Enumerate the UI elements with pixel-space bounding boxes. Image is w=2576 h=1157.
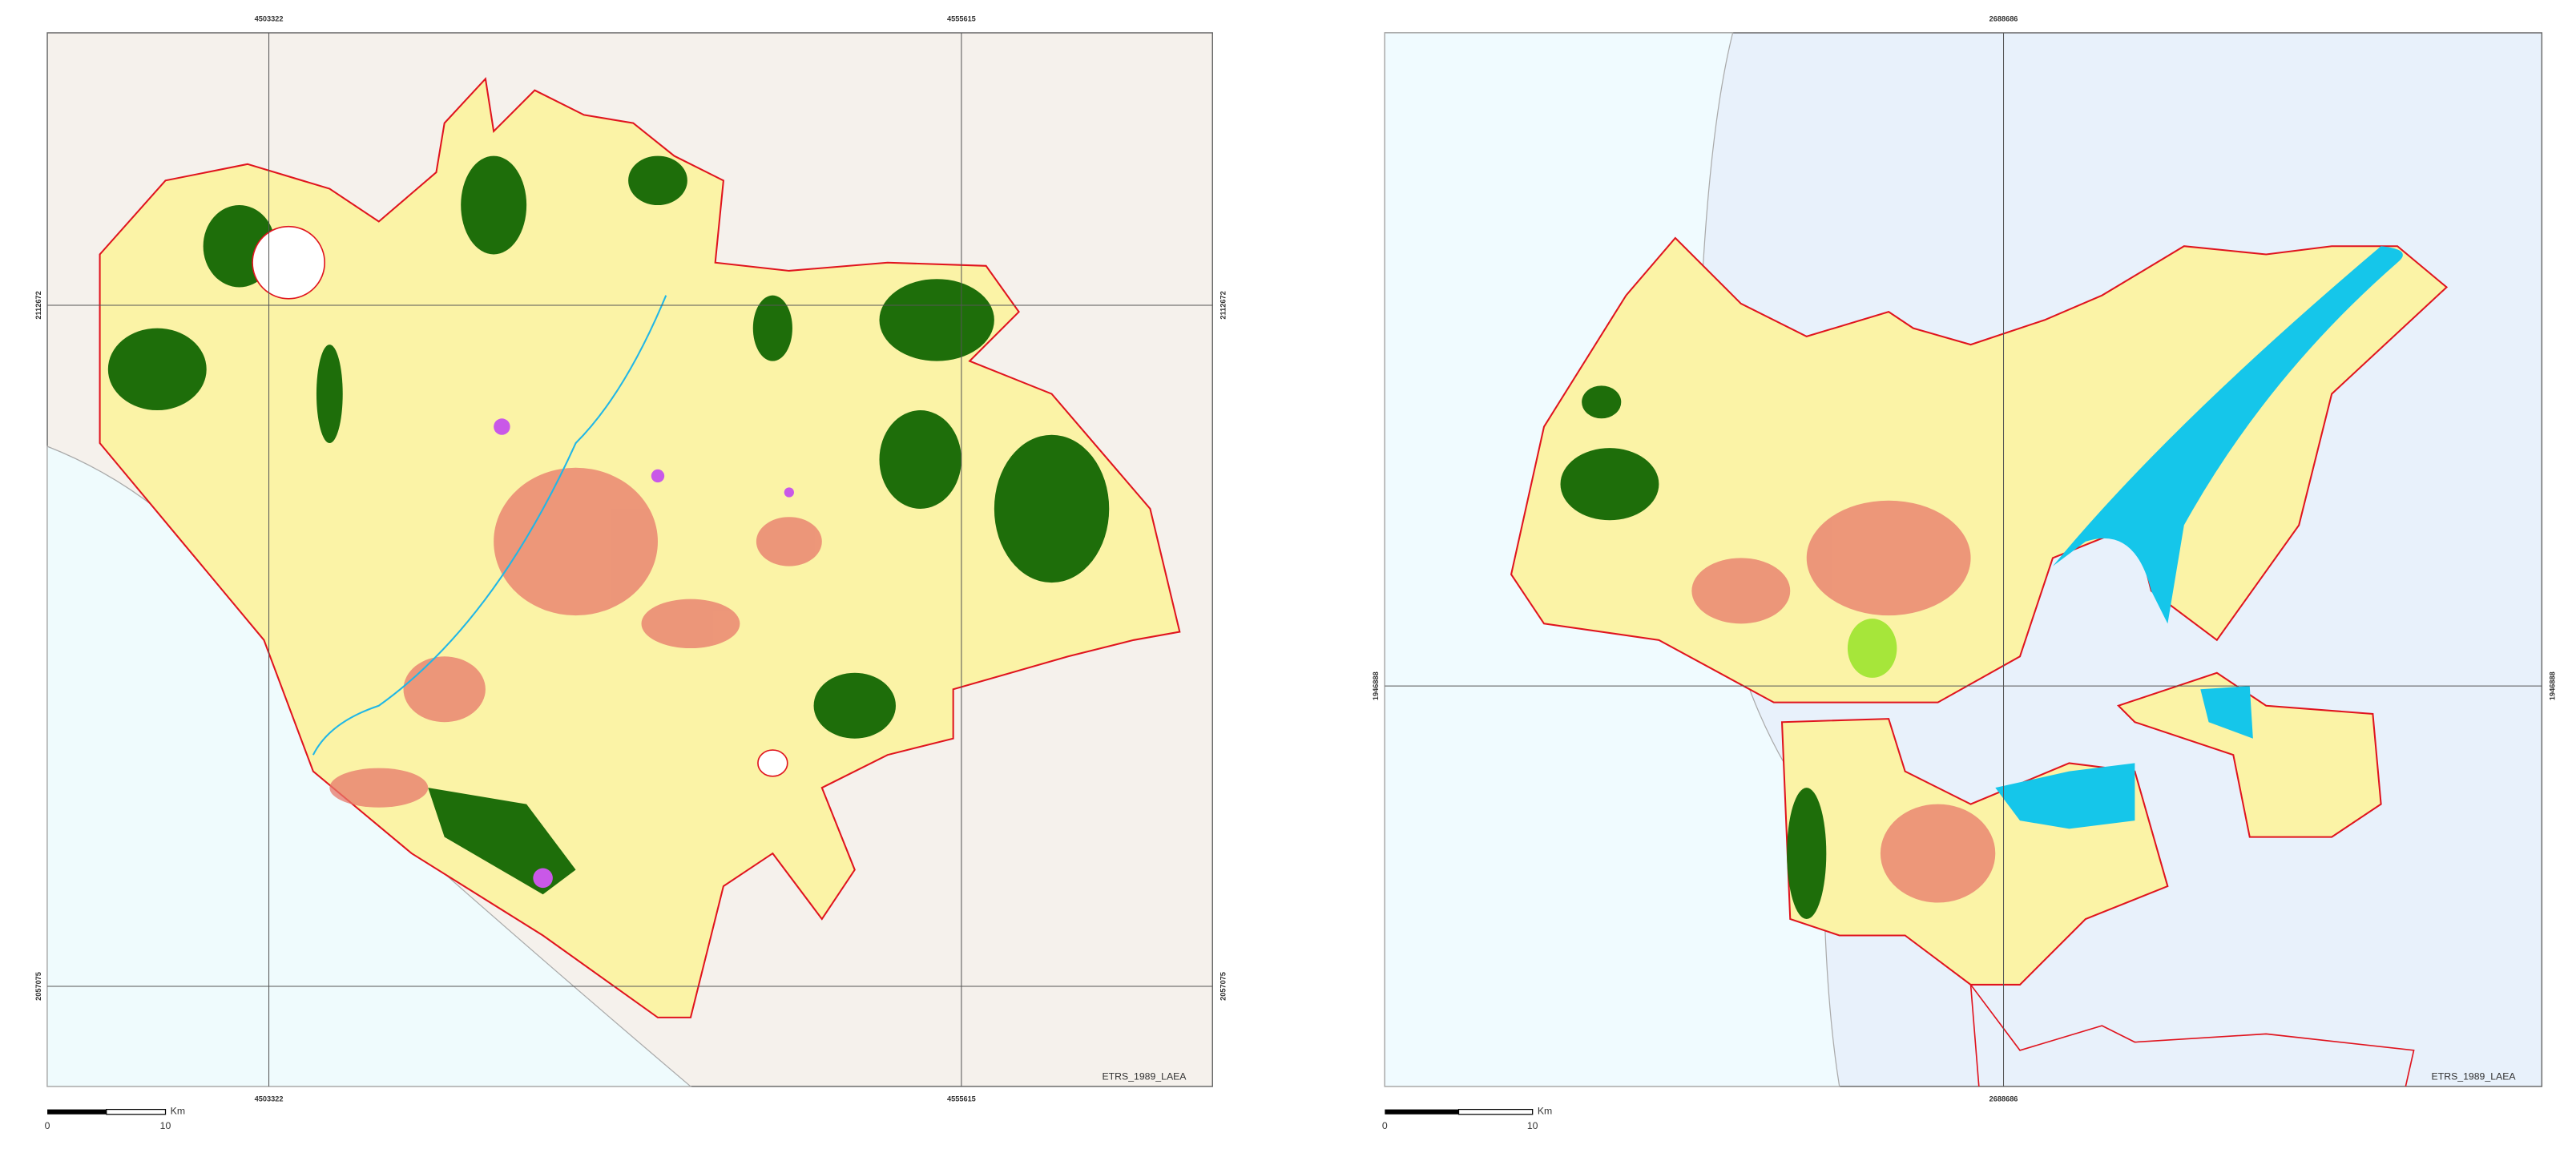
grid-label: 1946888 — [1372, 671, 1380, 700]
scale-label: 0 — [1382, 1120, 1388, 1131]
grid-label: 2057075 — [34, 972, 42, 1001]
graticule — [1385, 32, 2542, 1086]
estuary — [2200, 686, 2253, 739]
scale-bar — [106, 1108, 167, 1115]
scale-unit: Km — [171, 1106, 185, 1117]
scale-bar — [47, 1109, 107, 1115]
scale-bar — [1385, 1109, 1459, 1115]
scale-bar — [1457, 1108, 1534, 1115]
projection: ETRS_1989_LAEA — [1102, 1071, 1187, 1082]
urban — [329, 467, 822, 808]
grid-label: 1946888 — [2549, 671, 2557, 700]
urban — [1691, 500, 1996, 903]
industrial — [494, 418, 794, 889]
grid-label: 2112672 — [34, 291, 42, 319]
map-left — [46, 32, 1213, 1087]
scale-label: 0 — [45, 1120, 50, 1131]
lake — [757, 749, 788, 777]
grid-label: 4555615 — [947, 1095, 976, 1103]
grid-label: 2057075 — [1219, 972, 1228, 1001]
river — [312, 295, 667, 756]
graticule — [47, 32, 1213, 1086]
grid-label: 4555615 — [947, 15, 976, 23]
forest — [1560, 385, 1827, 920]
grid-label: 4503322 — [255, 1095, 284, 1103]
park — [1847, 619, 1897, 678]
projection: ETRS_1989_LAEA — [2432, 1071, 2517, 1082]
labels: 4503322 4555615 4503322 4555615 2112672 20570… — [34, 15, 2557, 1132]
estuary — [2052, 246, 2403, 624]
grid-label: 4503322 — [255, 15, 284, 23]
scale-label: 10 — [1527, 1120, 1538, 1131]
boundary — [1969, 984, 2415, 1087]
estuary — [1995, 763, 2135, 829]
grid-label: 2688686 — [1989, 15, 2018, 23]
scale-unit: Km — [1538, 1106, 1552, 1117]
lake — [252, 225, 326, 300]
grid-label: 2112672 — [1219, 291, 1228, 319]
forest — [107, 155, 1110, 895]
map-right — [1384, 32, 2543, 1087]
grid-label: 2688686 — [1989, 1095, 2018, 1103]
scale-label: 10 — [160, 1120, 171, 1131]
